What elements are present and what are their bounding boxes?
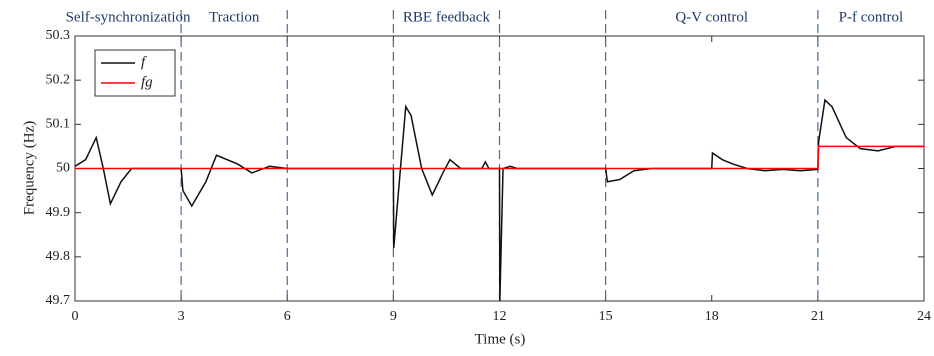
x-axis-label: Time (s)	[475, 331, 526, 347]
x-tick-label: 9	[390, 309, 397, 324]
series-line	[74, 98, 924, 302]
series-line	[75, 145, 924, 170]
phase-label: Q-V control	[675, 9, 748, 25]
legend-label: f	[141, 54, 147, 70]
x-tick-label: 3	[178, 309, 185, 324]
x-tick-label: 18	[705, 309, 719, 324]
legend-label: fg	[141, 74, 153, 90]
phase-label: RBE feedback	[403, 9, 491, 25]
y-tick-label: 49.7	[46, 293, 71, 308]
x-tick-label: 21	[811, 309, 825, 324]
phase-label: Self-synchronization	[66, 9, 191, 25]
y-axis-label: Frequency (Hz)	[21, 121, 37, 216]
x-tick-label: 0	[72, 309, 79, 324]
legend-box	[94, 49, 176, 97]
y-tick-label: 50	[56, 161, 70, 176]
x-tick-label: 15	[599, 309, 613, 324]
phase-label: Traction	[209, 9, 260, 25]
x-tick-label: 24	[917, 309, 931, 324]
y-tick-label: 50.1	[46, 117, 71, 132]
y-tick-label: 50.3	[46, 28, 71, 43]
x-tick-label: 12	[493, 309, 507, 324]
x-tick-label: 6	[284, 309, 291, 324]
y-tick-label: 49.8	[46, 249, 71, 264]
phase-label: P-f control	[839, 9, 904, 25]
y-tick-label: 49.9	[46, 205, 71, 220]
y-tick-label: 50.2	[46, 72, 71, 87]
